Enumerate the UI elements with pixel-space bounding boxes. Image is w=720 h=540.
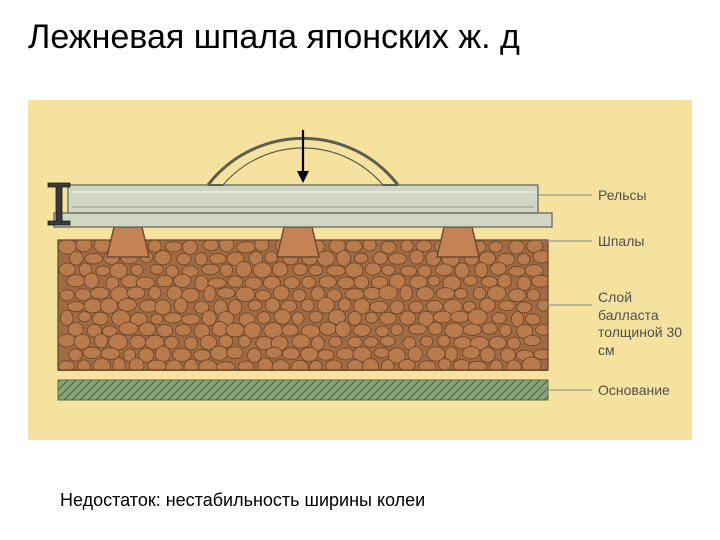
page-title: Лежневая шпала японских ж. д xyxy=(28,18,520,57)
caption-text: Недостаток: нестабильность ширины колеи xyxy=(60,490,425,511)
label-rails: Рельсы xyxy=(598,187,647,205)
label-ballast-l2: толщиной 30 см xyxy=(598,324,682,358)
diagram-svg xyxy=(28,100,692,440)
label-foundation: Основание xyxy=(598,382,670,400)
label-ballast-l1: Слой балласта xyxy=(598,289,659,323)
label-ballast: Слой балластатолщиной 30 см xyxy=(598,289,692,359)
cross-section-diagram: Рельсы Шпалы Слой балластатолщиной 30 см Ос… xyxy=(28,100,692,440)
label-sleepers: Шпалы xyxy=(598,233,644,251)
